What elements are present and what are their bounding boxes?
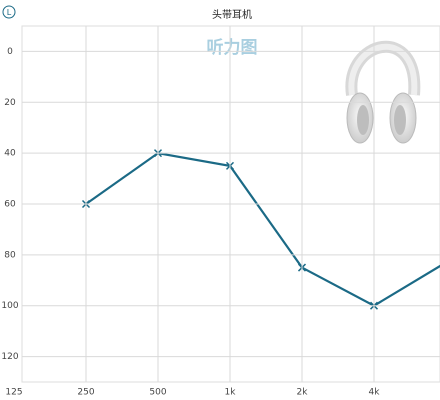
- badge: L: [7, 8, 12, 17]
- headphone-icon: [345, 40, 421, 144]
- x-tick-label: 500: [149, 388, 166, 398]
- y-tick-label: 60: [4, 200, 16, 210]
- x-tick-label: 250: [77, 388, 94, 398]
- y-tick-label: 40: [4, 149, 16, 159]
- y-tick-label: 20: [4, 98, 16, 108]
- y-tick-label: 80: [4, 250, 16, 260]
- x-tick-label: 125: [5, 388, 22, 398]
- y-tick-label: 120: [1, 352, 18, 362]
- x-tick-label: 1k: [225, 388, 237, 398]
- badge-circle: [2, 5, 16, 19]
- x-tick-label: 2k: [297, 388, 309, 398]
- x-tick-label: 4k: [369, 388, 381, 398]
- y-tick-label: 100: [1, 301, 18, 311]
- chart-title: 头带耳机: [212, 8, 252, 21]
- line: [85, 151, 440, 307]
- y-tick-label: 0: [7, 47, 13, 57]
- watermark: 听力图: [207, 37, 258, 58]
